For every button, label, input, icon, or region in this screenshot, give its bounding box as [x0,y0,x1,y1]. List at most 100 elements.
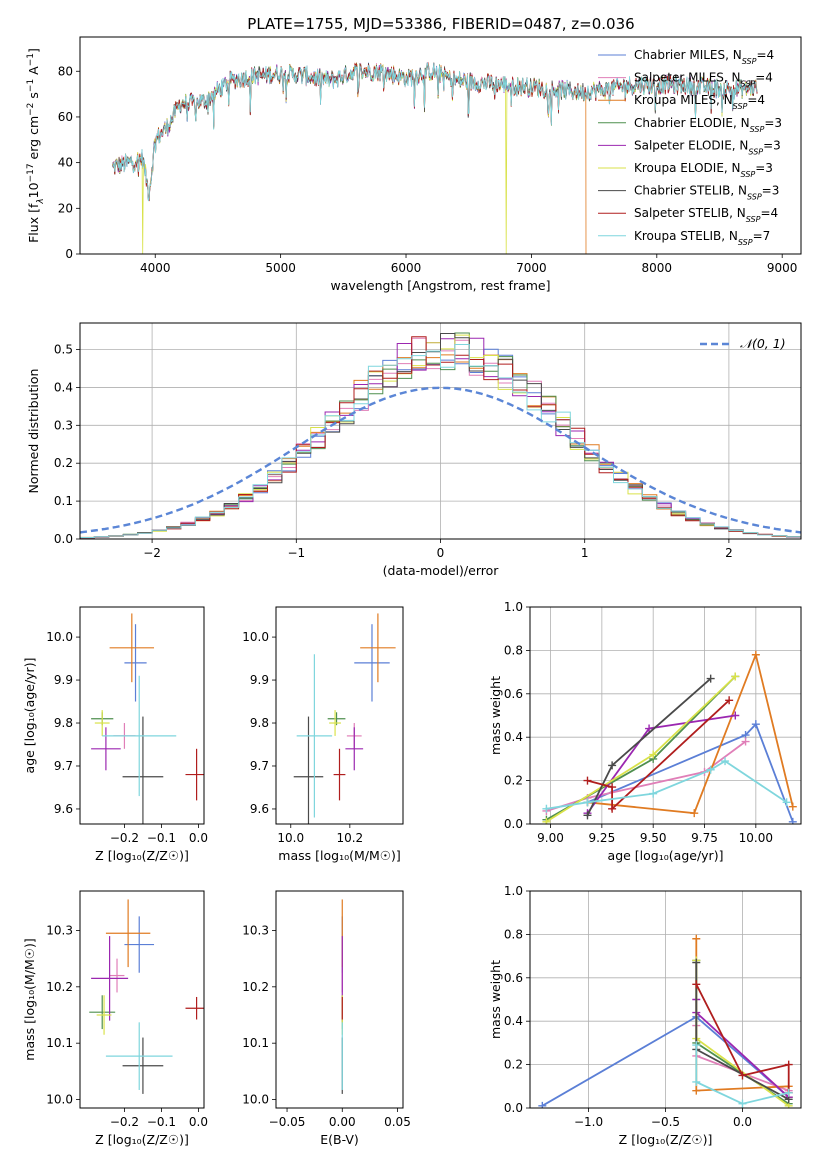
y-tick-label: 80 [58,64,73,78]
weight-marker [645,724,654,733]
weight-marker [649,789,658,798]
weight-marker [738,1071,747,1080]
x-tick-label: 8000 [642,261,673,275]
y-tick-label: 10.0 [46,1093,73,1107]
y-tick-label: 10.0 [242,630,269,644]
error-cross-kroupa-miles [109,613,155,683]
x-tick-label: −0.1 [147,831,176,845]
y-tick-label: 10.2 [46,980,73,994]
weight-marker [692,1041,701,1050]
y-axis-label: Normed distribution [26,369,41,494]
x-tick-label: 0 [437,546,445,560]
error-cross-chabrier-stelib [122,716,164,824]
x-axis-label: (data-model)/error [383,563,500,578]
x-axis-label: E(B-V) [320,1132,359,1147]
y-tick-label: 0.8 [504,643,523,657]
weight-vs-Z-plot-area [538,934,793,1108]
weight-marker [690,809,699,818]
weight-line-kroupa-elodie [545,675,736,823]
weight-line-kroupa-stelib [695,1045,789,1105]
x-tick-label: −0.5 [651,1115,680,1129]
legend-label: 𝒩(0, 1) [740,336,786,351]
y-axis-label: age [log₁₀(age/yr)] [22,658,37,774]
y-tick-label: 9.7 [250,759,269,773]
weight-marker [731,711,740,720]
weight-line-kroupa-stelib [546,760,788,810]
x-tick-label: −0.05 [269,1115,306,1129]
weight-line-kroupa-miles [587,651,794,815]
x-axis-label: Z [log₁₀(Z/Z☉)] [619,1132,713,1147]
x-tick-label: 6000 [391,261,422,275]
age-vs-mass-panel: 10.0 10.2 9.6 9.7 9.8 9.9 10.0 mass [log₁₀(M/M☉… [242,606,404,863]
weight-marker [538,1101,547,1108]
weight-marker [608,761,617,770]
weight-marker [751,720,760,729]
x-tick-label: −1.0 [574,1115,603,1129]
weight-line-chabrier-miles [587,722,794,823]
error-cross-chabrier-stelib [293,716,324,824]
y-tick-label: 1.0 [504,884,523,898]
legend-label: Kroupa MILES, NSSP=4 [634,93,765,111]
x-tick-label: 9.75 [691,831,718,845]
legend-label: Chabrier STELIB, NSSP=3 [634,184,779,202]
y-tick-label: 1.0 [504,600,523,614]
y-tick-label: 10.3 [242,923,269,937]
error-cross-chabrier-stelib [122,1037,164,1094]
weight-marker [725,696,734,705]
y-tick-label: 0.4 [504,1014,523,1028]
weight-marker [692,958,701,967]
y-tick-label: 0.4 [54,380,73,394]
legend-label: Kroupa STELIB, NSSP=7 [634,229,770,247]
weight-marker [608,804,617,813]
weight-marker [583,811,592,820]
figure-title: PLATE=1755, MJD=53386, FIBERID=0487, z=0… [247,15,634,33]
error-cross-kroupa-elodie [96,995,112,1035]
x-tick-label: 4000 [140,261,171,275]
x-tick-label: 0.0 [189,831,208,845]
weight-marker [731,672,740,681]
axes-frame [529,606,802,825]
error-cross-salpeter-stelib [185,748,204,801]
error-cross-kroupa-stelib [102,675,177,797]
x-axis-label: mass [log₁₀(M/M☉)] [278,848,400,863]
weight-marker [692,1086,701,1095]
weight-line-salpeter-miles [546,740,747,812]
y-tick-label: 0.1 [54,494,73,508]
axes-frame [79,36,802,255]
error-cross-kroupa-elodie [94,710,110,736]
legend-label: Chabrier ELODIE, NSSP=3 [634,116,782,134]
weight-vs-Z-panel: −1.0 −0.5 0.0 0.0 0.2 0.4 0.6 0.8 1.0 Z [log₁₀(Z/… [488,884,802,1147]
y-tick-label: 9.9 [54,673,73,687]
y-tick-label: 9.8 [250,716,269,730]
y-tick-label: 0.2 [54,456,73,470]
age-vs-Z-panel: −0.2 −0.1 0.0 9.6 9.7 9.8 9.9 10.0 Z [log₁₀(Z/Z☉… [22,606,208,863]
mass-vs-EBV-panel: −0.05 0.00 0.05 10.0 10.1 10.2 10.3 E(B-V) [242,890,411,1147]
weight-marker [751,650,760,659]
error-cross-salpeter-miles [109,958,125,993]
x-tick-label: −0.2 [110,831,139,845]
weight-marker [782,798,791,807]
x-tick-label: −1 [287,546,305,560]
weight-vs-age-plot-area [542,650,797,824]
x-tick-label: 9.00 [537,831,564,845]
x-tick-label: −0.1 [147,1115,176,1129]
y-tick-label: 0.0 [54,532,73,546]
error-cross-salpeter-elodie [91,936,129,1021]
weight-marker [583,798,592,807]
weight-marker [738,1099,747,1108]
legend-label: Salpeter ELODIE, NSSP=3 [634,138,781,156]
y-tick-label: 0 [65,247,73,261]
x-tick-label: 9.25 [588,831,615,845]
weight-marker [784,1088,793,1097]
error-cross-chabrier-miles [354,624,390,702]
error-cross-kroupa-miles [105,899,151,968]
legend-label: Salpeter STELIB, NSSP=4 [634,206,778,224]
error-cross-kroupa-stelib [105,1022,173,1090]
y-tick-label: 10.0 [46,630,73,644]
residuals-plot-area [80,332,801,539]
x-tick-label: 9000 [767,261,798,275]
y-tick-label: 0.5 [54,343,73,357]
age-vs-Z-plot-area [91,613,204,824]
weight-line-chabrier-elodie [545,675,736,821]
